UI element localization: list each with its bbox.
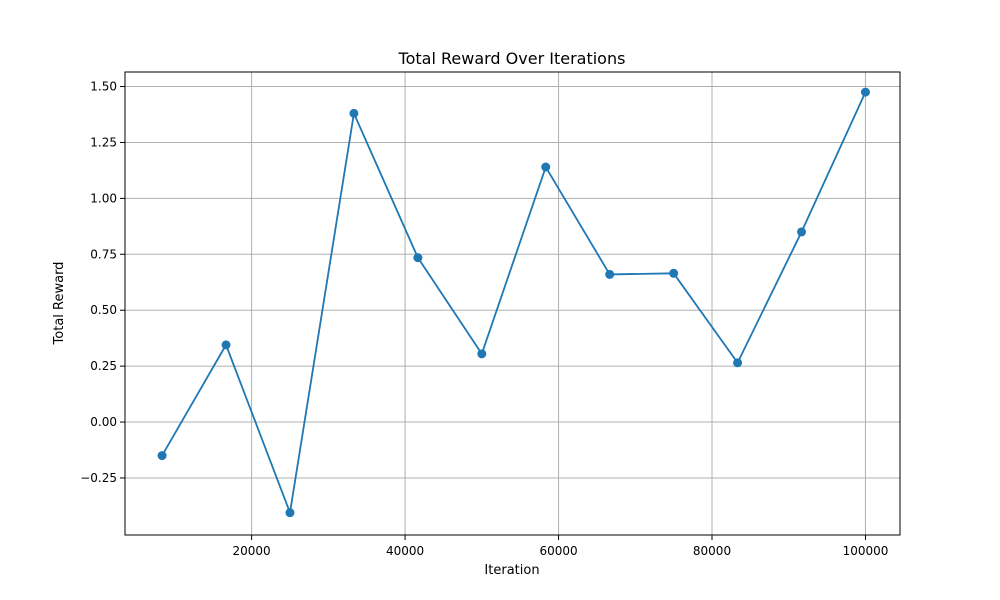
series-line	[161, 91, 867, 514]
x-tick-label: 80000	[693, 544, 731, 558]
grid-lines	[125, 72, 900, 535]
y-tick-label: 0.75	[90, 247, 117, 261]
data-point	[349, 108, 359, 118]
y-tick-label: 1.25	[90, 135, 117, 149]
x-tick-label: 20000	[233, 544, 271, 558]
data-series	[157, 87, 870, 518]
x-tick-label: 100000	[843, 544, 889, 558]
y-axis: −0.25 0.00 0.25 0.50 0.75 1.00 1.25 1.50	[80, 80, 125, 485]
data-point	[669, 268, 679, 278]
data-point	[797, 227, 807, 237]
data-point	[541, 162, 551, 172]
data-point	[733, 358, 743, 368]
chart-title: Total Reward Over Iterations	[398, 49, 626, 68]
y-tick-label: −0.25	[80, 471, 117, 485]
x-tick-label: 60000	[539, 544, 577, 558]
x-axis-label: Iteration	[484, 563, 539, 578]
y-tick-label: 0.00	[90, 415, 117, 429]
data-point	[285, 508, 295, 518]
data-point	[860, 87, 870, 97]
y-tick-label: 0.50	[90, 303, 117, 317]
y-tick-label: 1.00	[90, 191, 117, 205]
x-axis: 20000 40000 60000 80000 100000	[233, 535, 889, 558]
y-axis-label: Total Reward	[52, 262, 67, 346]
plot-area-frame	[124, 71, 901, 536]
y-tick-label: 0.25	[90, 359, 117, 373]
data-point	[413, 253, 423, 263]
x-tick-label: 40000	[386, 544, 424, 558]
data-point	[477, 349, 487, 359]
data-point	[605, 269, 615, 279]
y-tick-label: 1.50	[90, 80, 117, 94]
data-point	[157, 451, 167, 461]
data-point	[221, 340, 231, 350]
